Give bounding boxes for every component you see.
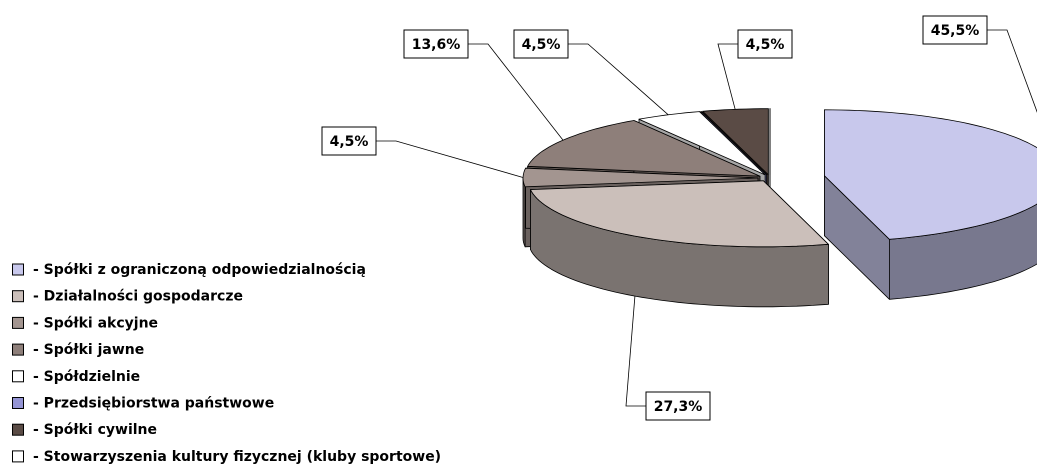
leader-line	[568, 43, 669, 116]
label-box	[321, 126, 377, 156]
slice-top	[700, 111, 767, 176]
data-label: 4,5%	[522, 37, 561, 53]
legend-swatch	[12, 263, 24, 276]
label-box	[922, 15, 988, 45]
label-box	[737, 29, 793, 59]
legend-label: - Spółki akcyjne	[33, 315, 158, 331]
legend-swatch	[12, 343, 24, 356]
legend-swatch	[12, 450, 24, 463]
legend-label: - Spółki cywilne	[33, 422, 157, 438]
legend-label: - Spółki jawne	[33, 342, 144, 358]
legend-label: - Przedsiębiorstwa państwowe	[33, 396, 274, 412]
slice-top	[638, 111, 766, 176]
slice-wall	[522, 177, 526, 248]
data-label: 4,5%	[330, 134, 369, 150]
data-label: 13,6%	[412, 37, 461, 53]
legend-swatch	[12, 290, 24, 303]
pie-slice	[824, 109, 1037, 300]
legend-label: - Spółdzielnie	[33, 369, 140, 385]
label-box	[513, 29, 569, 59]
leader-line	[468, 43, 564, 141]
slice-top	[824, 109, 1037, 240]
label-box	[403, 29, 469, 59]
legend-label: - Działalności gospodarcze	[33, 289, 243, 305]
legend-swatch	[12, 370, 24, 383]
legend-swatch	[12, 423, 24, 436]
leader-line	[625, 296, 646, 407]
legend-swatch	[12, 397, 24, 409]
legend-label: - Stowarzyszenia kultury fizycznej (klub…	[33, 449, 441, 465]
legend-swatch	[12, 316, 24, 329]
leader-line	[717, 43, 738, 110]
data-label: 4,5%	[746, 37, 785, 53]
leader-line	[376, 140, 524, 178]
pie-slice	[530, 180, 829, 308]
slice-top	[530, 180, 829, 248]
data-label: 45,5%	[931, 23, 980, 39]
data-label: 27,3%	[654, 399, 703, 415]
label-box	[645, 391, 711, 421]
legend-label: - Spółki z ograniczoną odpowiedzialności…	[33, 262, 366, 278]
leader-line	[987, 29, 1037, 113]
slice-top	[702, 108, 769, 176]
slice-top	[522, 167, 759, 188]
